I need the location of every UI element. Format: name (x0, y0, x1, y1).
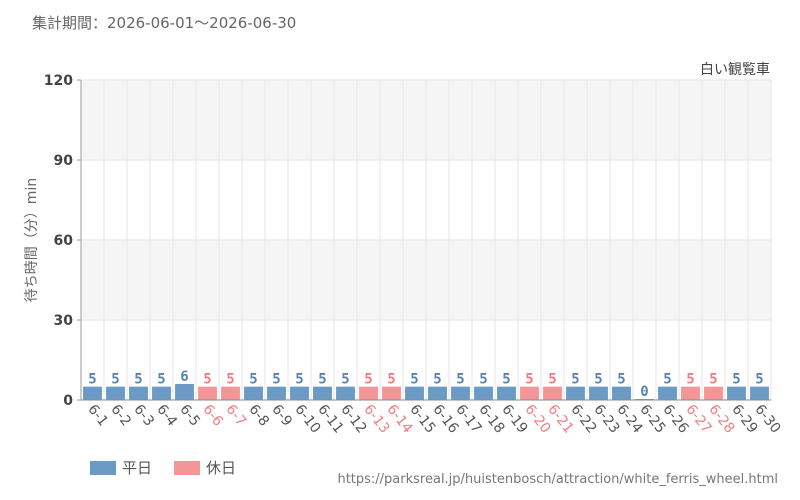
legend-swatch-weekday (90, 460, 116, 475)
bar (681, 386, 700, 400)
data-label: 5 (571, 372, 579, 388)
data-label: 5 (617, 372, 625, 388)
data-label: 5 (226, 372, 234, 388)
bar (152, 386, 171, 400)
data-label: 5 (249, 372, 257, 388)
period-label: 集計期間：2026-06-01～2026-06-30 (32, 14, 297, 32)
bar (175, 384, 194, 400)
bar (704, 386, 723, 400)
bar (221, 386, 240, 400)
x-tick-label: 6-30 (751, 402, 783, 437)
data-label: 5 (732, 372, 740, 388)
legend-item-weekday[interactable]: 平日 (90, 457, 152, 478)
data-label: 5 (525, 372, 533, 388)
x-tick-label: 6-8 (245, 402, 272, 430)
bar (336, 386, 355, 400)
y-tick-label: 0 (63, 393, 73, 409)
bar (727, 386, 746, 400)
data-label: 5 (111, 372, 119, 388)
x-tick-labels: 6-16-26-36-46-56-66-76-86-96-106-116-126… (84, 402, 783, 437)
data-label: 5 (502, 372, 510, 388)
bar (474, 386, 493, 400)
data-label: 5 (341, 372, 349, 388)
axes (77, 79, 771, 401)
bar (520, 386, 539, 400)
bar (658, 386, 677, 400)
bar (267, 386, 286, 400)
data-label: 5 (157, 372, 165, 388)
data-label: 5 (433, 372, 441, 388)
legend-label-holiday: 休日 (206, 459, 237, 477)
bar (129, 386, 148, 400)
y-tick-label: 60 (54, 233, 74, 249)
y-tick-label: 30 (54, 313, 74, 329)
source-url: https://parksreal.jp/huistenbosch/attrac… (337, 472, 778, 487)
x-tick-label: 6-5 (176, 402, 203, 430)
x-tick-label: 6-2 (107, 402, 134, 430)
data-label: 5 (686, 372, 694, 388)
bars (83, 384, 769, 400)
data-label: 5 (295, 372, 303, 388)
data-label: 5 (318, 372, 326, 388)
bar (198, 386, 217, 400)
data-labels: 5 5 5 5 6 5 5 5 5 5 5 5 5 5 5 5 5 5 5 5 5 5 5 505 5 5 5 5 (88, 369, 763, 400)
bar (612, 386, 631, 400)
y-tick-labels: 0 30 60 90 120 (44, 73, 73, 409)
x-tick-label: 6-4 (153, 402, 180, 430)
bar (405, 386, 424, 400)
data-label: 5 (134, 372, 142, 388)
data-label: 5 (272, 372, 280, 388)
legend-swatch-holiday (174, 460, 201, 475)
x-tick-label: 6-3 (130, 402, 157, 430)
data-label: 5 (387, 372, 395, 388)
data-label: 0 (640, 384, 648, 400)
data-label: 5 (410, 372, 418, 388)
bar (543, 386, 562, 400)
data-label: 5 (456, 372, 464, 388)
data-label: 5 (364, 372, 372, 388)
bar (313, 386, 332, 400)
x-tick-label: 6-7 (222, 402, 249, 430)
bar (106, 386, 125, 400)
data-label: 5 (709, 372, 717, 388)
bar (428, 386, 447, 400)
chart-title: 白い観覧車 (700, 61, 770, 78)
bar (566, 386, 585, 400)
bar (497, 386, 516, 400)
x-tick-label: 6-1 (84, 402, 111, 430)
bar (589, 386, 608, 400)
bar (451, 386, 470, 400)
data-label: 5 (548, 372, 556, 388)
y-tick-label: 120 (44, 73, 73, 89)
legend-item-holiday[interactable]: 休日 (174, 457, 236, 478)
y-tick-label: 90 (54, 153, 74, 169)
bar (244, 386, 263, 400)
data-label: 5 (203, 372, 211, 388)
data-label: 6 (180, 369, 188, 385)
y-axis-label: 待ち時間（分）min (24, 178, 40, 302)
x-tick-label: 6-9 (268, 402, 295, 430)
legend: 平日 休日 (90, 457, 258, 478)
x-tick-label: 6-6 (199, 402, 226, 430)
bar (83, 386, 102, 400)
legend-label-weekday: 平日 (122, 459, 153, 477)
bar (382, 386, 401, 400)
data-label: 5 (663, 372, 671, 388)
data-label: 5 (594, 372, 602, 388)
data-label: 5 (755, 372, 763, 388)
bar (359, 386, 378, 400)
data-label: 5 (88, 372, 96, 388)
bar (750, 386, 769, 400)
data-label: 5 (479, 372, 487, 388)
bar (290, 386, 309, 400)
